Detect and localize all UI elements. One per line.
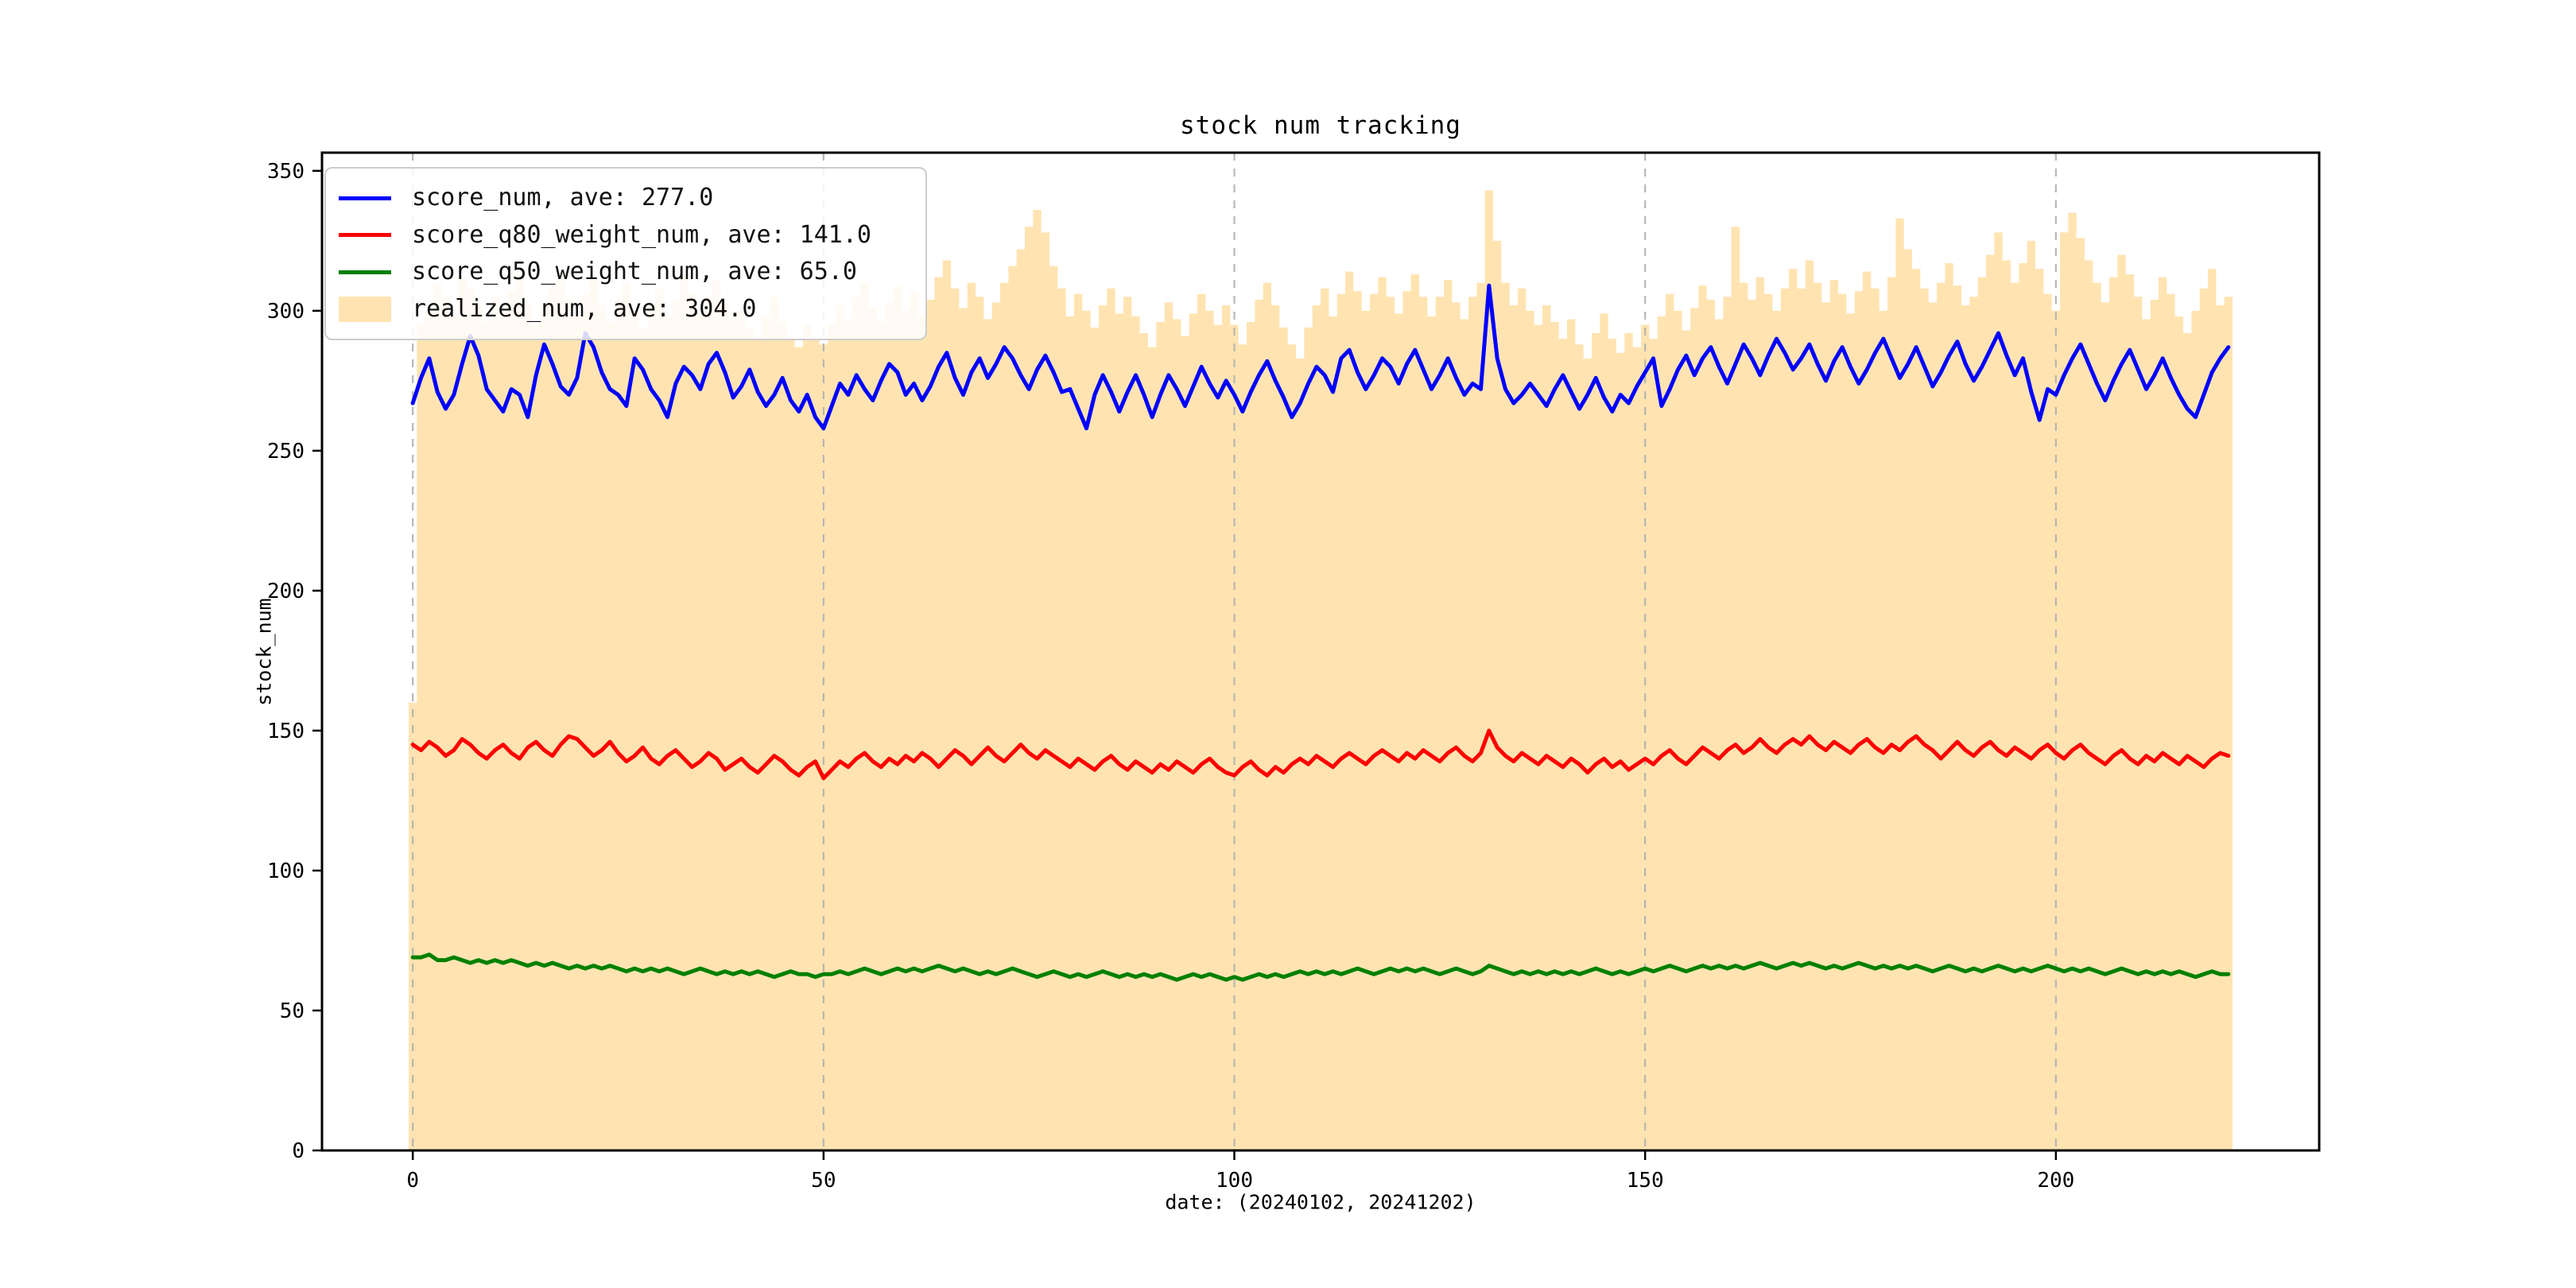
legend-label: score_q80_weight_num, ave: 141.0	[412, 220, 871, 249]
gridlines	[412, 153, 2057, 1150]
y-tick-label: 250	[267, 440, 305, 464]
legend-entry-realized-num: realized_num, ave: 304.0	[339, 291, 910, 328]
chart-title: stock num tracking	[1180, 111, 1461, 140]
y-tick-label: 100	[267, 859, 305, 883]
legend-label: score_q50_weight_num, ave: 65.0	[412, 258, 857, 286]
x-tick-label: 0	[406, 1169, 419, 1193]
legend-line-swatch-score-num	[339, 196, 391, 200]
legend-entry-score-q50-weight-num: score_q50_weight_num, ave: 65.0	[339, 254, 910, 290]
legend-line-swatch-score-q80-weight-num	[339, 233, 391, 238]
y-tick-label: 0	[292, 1139, 305, 1163]
x-tick-label: 50	[811, 1169, 836, 1193]
legend-patch-swatch-realized-num	[339, 296, 391, 322]
x-axis-label: date: (20240102, 20241202)	[1165, 1190, 1476, 1214]
legend-entry-score-num: score_num, ave: 277.0	[339, 180, 910, 216]
x-tick-label: 150	[1627, 1169, 1664, 1193]
legend-entry-score-q80-weight-num: score_q80_weight_num, ave: 141.0	[339, 217, 910, 254]
legend-line-swatch-score-q50-weight-num	[339, 270, 391, 274]
y-tick-label: 300	[267, 300, 305, 324]
x-tick-label: 200	[2037, 1169, 2074, 1193]
legend-label: realized_num, ave: 304.0	[412, 294, 757, 323]
x-tick-label: 100	[1216, 1169, 1253, 1193]
y-tick-label: 150	[267, 720, 305, 743]
line-score_num	[410, 283, 2231, 431]
axis-ticks: 0 50 100 150 200 0 50 100 150 200 250 300 350	[267, 160, 2074, 1193]
bars-realized_num	[409, 190, 2233, 1151]
y-tick-label: 350	[267, 160, 305, 184]
y-tick-label: 200	[267, 580, 305, 603]
legend-box: score_num, ave: 277.0 score_q80_weight_n…	[324, 167, 927, 340]
line-score_q50_weight_num	[410, 952, 2231, 982]
y-tick-label: 50	[280, 999, 305, 1023]
plot-border	[320, 151, 2321, 1152]
line-score_q80_weight_num	[410, 728, 2231, 781]
y-axis-label: stock_num	[252, 598, 276, 706]
legend-label: score_num, ave: 277.0	[412, 184, 714, 211]
